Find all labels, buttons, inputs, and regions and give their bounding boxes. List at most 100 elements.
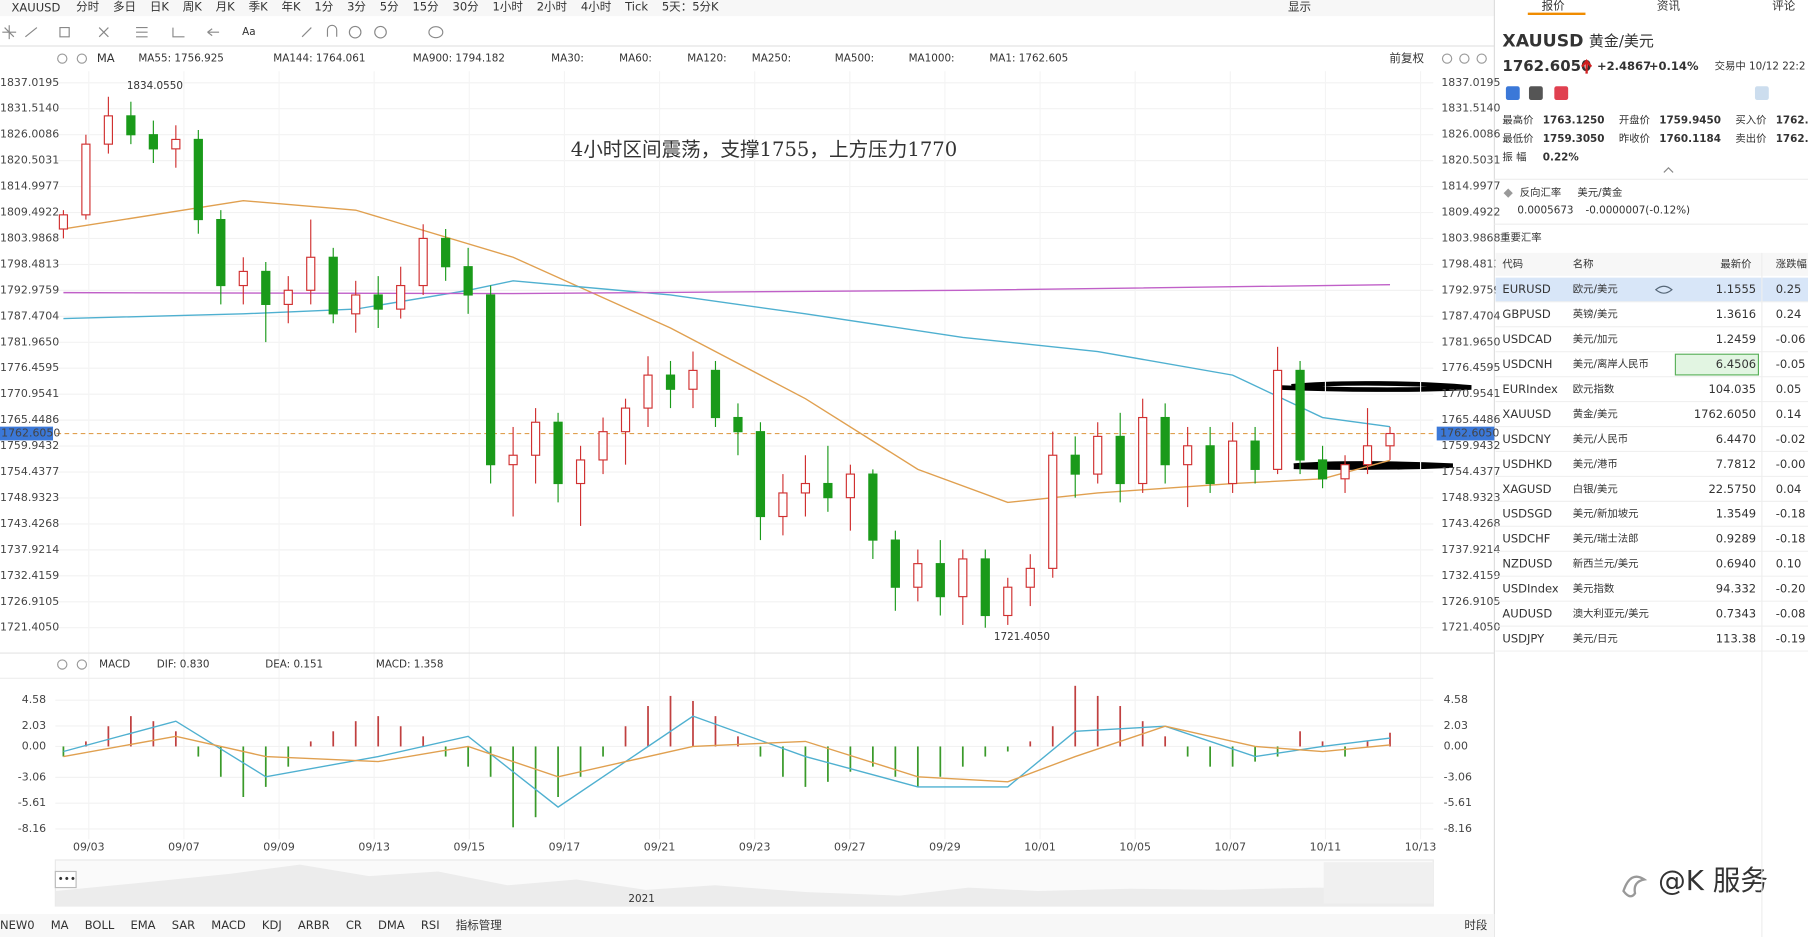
price-tick-right: 1792.9759 xyxy=(1441,283,1500,296)
stat-label: 卖出价 xyxy=(1735,132,1767,145)
period-tab[interactable]: 5天：5分K xyxy=(662,0,719,13)
price-tick-right: 1759.9432 xyxy=(1441,439,1500,452)
rate-name: 欧元指数 xyxy=(1573,383,1615,396)
trade-status: 交易中 10/12 22:2 xyxy=(1715,60,1806,73)
candle-body xyxy=(486,294,496,466)
indicator-tab[interactable]: SAR xyxy=(172,918,195,932)
indicator-icons[interactable] xyxy=(57,53,1487,670)
indicator-tab[interactable]: KDJ xyxy=(262,918,282,932)
candle-body xyxy=(710,369,721,419)
navigator-button[interactable] xyxy=(54,870,77,889)
navigator-year: 2021 xyxy=(628,893,654,905)
candle-body xyxy=(958,558,968,598)
period-tab[interactable]: 2小时 xyxy=(537,0,568,13)
candle-body xyxy=(778,492,788,518)
panel-tab[interactable]: 报价 xyxy=(1542,0,1566,12)
stat-value: 1762. xyxy=(1776,115,1808,127)
top-toolbar xyxy=(0,0,1495,17)
candle-body xyxy=(328,256,338,315)
price-tick-left: 1820.5031 xyxy=(0,154,59,167)
rate-price: 6.4470 xyxy=(1716,432,1756,446)
date-label: 09/21 xyxy=(644,840,676,853)
time-range-tab[interactable]: 时段 xyxy=(1464,918,1488,932)
ma-value: MA900: 1794.182 xyxy=(413,53,505,65)
candle-body xyxy=(373,294,383,310)
drawing-tools[interactable] xyxy=(2,24,444,40)
price-tick-left: 1826.0086 xyxy=(0,128,59,141)
indicator-tab[interactable]: RSI xyxy=(421,918,440,932)
rate-code: USDCNH xyxy=(1502,357,1552,371)
period-tab[interactable]: 30分 xyxy=(452,0,479,13)
period-tab[interactable]: 1小时 xyxy=(493,0,524,13)
indicator-tab[interactable]: MACD xyxy=(211,918,246,932)
indicator-tab[interactable]: CR xyxy=(346,918,362,932)
candle-body xyxy=(1003,586,1013,617)
rate-code: GBPUSD xyxy=(1502,307,1551,321)
adjust-toggle[interactable]: 前复权 xyxy=(1389,51,1424,65)
candle-body xyxy=(845,473,855,499)
rate-name: 美元/新加坡元 xyxy=(1573,507,1639,520)
period-tab[interactable]: 日K xyxy=(150,0,170,13)
candle-body xyxy=(1070,454,1080,475)
rate-change: -0.18 xyxy=(1776,532,1806,546)
navigator-window[interactable] xyxy=(1323,862,1434,904)
candle-body xyxy=(688,369,698,390)
alert-icon[interactable] xyxy=(1754,86,1769,101)
symbol[interactable]: XAUUSD xyxy=(12,1,61,15)
panel-icon[interactable] xyxy=(1505,86,1520,101)
period-tab[interactable]: 3分 xyxy=(347,0,366,13)
price-tick-left: 1787.4704 xyxy=(0,309,59,322)
candle-body xyxy=(733,416,743,433)
period-tab[interactable]: 1分 xyxy=(314,0,333,13)
panel-tab[interactable]: 评论 xyxy=(1772,0,1796,12)
tool-text-icon[interactable]: Aa xyxy=(242,26,255,38)
macd-line xyxy=(63,725,1391,783)
date-label: 09/15 xyxy=(454,840,486,853)
display-menu[interactable]: 显示 xyxy=(1288,0,1311,13)
candle-body xyxy=(508,454,518,466)
period-tab[interactable]: 多日 xyxy=(113,0,136,13)
date-label: 10/05 xyxy=(1119,840,1151,853)
rate-price: 1.3616 xyxy=(1716,307,1756,321)
date-label: 10/13 xyxy=(1405,840,1437,853)
reverse-pair[interactable]: 美元/黄金 xyxy=(1577,186,1623,199)
panel-icon[interactable] xyxy=(1528,86,1543,101)
period-tab[interactable]: 4小时 xyxy=(581,0,612,13)
candle-body xyxy=(1205,445,1215,485)
indicator-tab[interactable]: EMA xyxy=(130,918,155,932)
indicator-tab[interactable]: ARBR xyxy=(298,918,330,932)
rate-price: 94.332 xyxy=(1716,582,1756,596)
stat-label: 最低价 xyxy=(1502,132,1534,145)
rate-change: 0.25 xyxy=(1776,282,1802,296)
rate-price: 1.2459 xyxy=(1716,332,1756,346)
indicator-tab[interactable]: BOLL xyxy=(85,918,115,932)
price-tick-right: 1781.9650 xyxy=(1441,335,1500,348)
rate-price: 0.7343 xyxy=(1716,607,1756,621)
period-tab[interactable]: 月K xyxy=(216,0,236,13)
macd-value-label: MACD: 1.358 xyxy=(376,659,444,671)
candle-body xyxy=(643,374,653,409)
candle-body xyxy=(980,558,990,617)
period-tab[interactable]: 15分 xyxy=(412,0,439,13)
indicator-tab[interactable]: DMA xyxy=(378,918,405,932)
panel-icon[interactable] xyxy=(1554,86,1569,101)
panel-tab[interactable]: 资讯 xyxy=(1657,0,1681,12)
rate-change: -0.02 xyxy=(1776,432,1806,446)
period-tab[interactable]: Tick xyxy=(624,0,648,13)
price-tick-right: 1748.9323 xyxy=(1441,491,1500,504)
ma-value: MA1: 1762.605 xyxy=(989,53,1068,65)
indicator-tab[interactable]: MA xyxy=(51,918,69,932)
period-tab[interactable]: 季K xyxy=(249,0,269,13)
quote-panel: 报价 资讯 评论 XAUUSD 黄金/美元 1762.6050 +2.4867+0.14% 交… xyxy=(1494,0,1808,937)
indicator-tab[interactable]: 指标管理 xyxy=(456,918,503,932)
indicator-tab[interactable]: NEW0 xyxy=(0,918,35,932)
period-tab[interactable]: 5分 xyxy=(380,0,399,13)
macd-tick-right: -5.61 xyxy=(1444,796,1472,809)
period-tab[interactable]: 分时 xyxy=(76,0,100,13)
period-tab[interactable]: 年K xyxy=(281,0,301,13)
rate-change: 0.05 xyxy=(1776,382,1802,396)
row-highlight[interactable] xyxy=(1495,277,1808,302)
period-tab[interactable]: 周K xyxy=(183,0,203,13)
current-price-box xyxy=(1436,426,1495,441)
